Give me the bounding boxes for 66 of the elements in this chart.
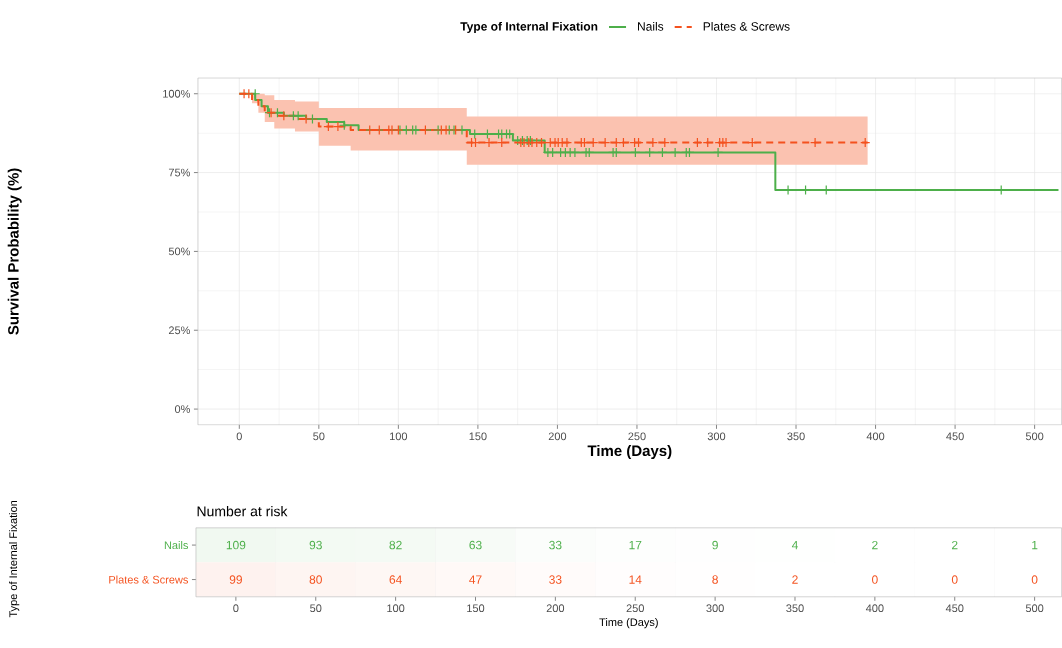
point [483,137,495,148]
data-label: 9 [712,540,718,550]
data-label: 2 [952,540,958,550]
data-label: 17 [629,541,642,550]
data-label: 93 [309,540,322,550]
data-label: 33 [549,575,562,584]
x-tick-label: 100 [387,604,405,613]
x-tick-label: 200 [548,432,567,441]
data-label: 8 [712,575,718,584]
x-tick-label: 350 [786,604,804,613]
point [670,147,681,158]
data-label: 63 [469,540,482,550]
y-tick-label: Nails [164,541,188,550]
point [712,147,724,158]
x-tick-label: 400 [865,604,884,613]
y-tick-label: 75% [168,168,190,177]
x-tick-label: 500 [1025,604,1044,613]
data-label: 0 [872,575,878,584]
data-label: 1 [1032,541,1038,550]
x-tick-label: 450 [945,604,964,613]
x-tick-label: 50 [313,432,325,441]
data-label: 99 [229,575,242,584]
x-axis-title: Time (Days) [599,618,658,629]
y-axis-title: Type of Internal Fixation [9,501,20,618]
legend-label: Nails [638,21,664,31]
x-tick-label: 450 [946,432,964,441]
x-tick-label: 250 [628,432,646,441]
y-axis-title: Survival Probability (%) [7,168,22,335]
data-label: 4 [791,541,798,550]
x-tick-label: 250 [626,604,644,613]
data-label: 64 [389,575,402,584]
data-label: 82 [389,540,402,550]
x-tick-label: 400 [866,432,885,441]
x-tick-label: 300 [707,432,726,441]
x-axis-title: Time (Days) [587,445,672,460]
legend-label: Plates & Screws [703,21,790,31]
data-label: 80 [309,575,322,584]
x-tick-label: 50 [310,604,322,613]
x-tick-label: 100 [390,432,408,441]
data-label: 33 [549,540,562,550]
chart-title: Number at risk [197,506,288,517]
point [600,137,611,148]
x-tick-label: 150 [469,432,487,441]
point [647,137,658,148]
legend-title: Type of Internal Fixation [460,21,598,34]
data-label: 0 [1031,575,1038,584]
y-tick-label: 0% [174,405,191,414]
x-tick-label: 500 [1025,432,1044,441]
data-label: 2 [792,575,798,584]
x-tick-label: 0 [233,604,239,613]
x-tick-label: 350 [787,432,805,441]
data-label: 0 [951,575,958,584]
point [810,137,821,148]
x-tick-label: 200 [546,604,565,613]
data-label: 109 [226,540,246,550]
data-label: 47 [469,575,482,584]
x-tick-label: 0 [236,432,242,441]
y-tick-label: Plates & Screws [109,575,188,584]
x-tick-label: 300 [706,604,724,613]
data-label: 14 [629,575,642,584]
x-tick-label: 150 [467,604,485,613]
data-label: 2 [872,540,878,550]
y-tick-label: 50% [168,247,190,256]
y-tick-label: 100% [163,89,190,98]
y-tick-label: 25% [168,326,190,335]
point [332,121,344,132]
